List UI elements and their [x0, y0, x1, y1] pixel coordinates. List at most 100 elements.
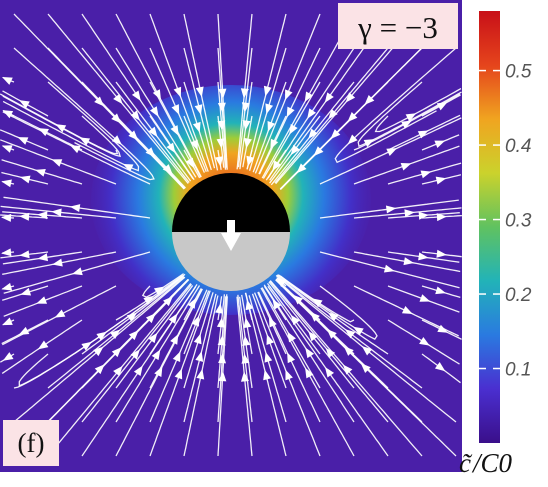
- streamline-arrow-icon: [148, 332, 158, 344]
- streamline-arrow-icon: [436, 213, 447, 222]
- streamline-arrow-icon: [36, 296, 48, 304]
- streamline-arrow-icon: [69, 204, 81, 213]
- streamline-arrow-icon: [170, 333, 179, 345]
- colorbar-tick-label: 0.4: [505, 136, 531, 157]
- streamline-arrow-icon: [18, 326, 30, 336]
- streamline-arrow-icon: [190, 139, 198, 151]
- streamline-arrow-icon: [111, 135, 122, 145]
- particle-top-half: [172, 173, 290, 232]
- streamline-arrow-icon: [242, 335, 251, 346]
- streamline-arrow-icon: [149, 106, 159, 117]
- streamline-arrow-icon: [285, 369, 293, 381]
- streamline-arrow-icon: [37, 211, 48, 220]
- streamline-arrow-icon: [417, 130, 429, 139]
- streamline-arrow-icon: [265, 103, 274, 115]
- streamline-arrow-icon: [194, 104, 203, 115]
- streamline-arrow-icon: [243, 317, 252, 329]
- streamline-arrow-icon: [151, 349, 161, 361]
- streamline-arrow-icon: [191, 315, 199, 327]
- streamline-arrow-icon: [113, 93, 123, 105]
- streamline-arrow-icon: [308, 128, 318, 139]
- streamline-arrow-icon: [418, 252, 429, 261]
- streamline-arrow-icon: [143, 295, 154, 305]
- streamline-arrow-icon: [437, 324, 449, 333]
- streamline-arrow-icon: [325, 347, 336, 358]
- swim-direction-arrow-icon: [221, 220, 241, 251]
- streamline-arrow-icon: [312, 298, 323, 308]
- streamline-arrow-icon: [1, 179, 12, 188]
- streamline-arrow-icon: [266, 334, 275, 346]
- streamline-arrow-icon: [347, 134, 358, 145]
- streamline-arrow-icon: [286, 106, 295, 118]
- streamline-arrow-icon: [419, 294, 431, 302]
- streamline-arrow-icon: [163, 296, 173, 307]
- streamline-arrow-icon: [403, 257, 415, 266]
- streamline-arrow-icon: [263, 369, 271, 381]
- streamline-arrow-icon: [173, 86, 182, 98]
- streamline-arrow-icon: [19, 175, 31, 184]
- streamline-arrow-icon: [325, 367, 335, 378]
- streamline-arrow-icon: [19, 250, 30, 259]
- parameter-label: γ = −3: [357, 10, 438, 45]
- streamline-arrow-icon: [345, 92, 356, 103]
- streamline-arrow-icon: [148, 126, 158, 138]
- streamline-arrow-icon: [19, 100, 30, 109]
- colorbar: 0.1 0.2 0.3 0.4 0.5 c̃/C0: [459, 11, 532, 478]
- streamline-arrow-icon: [35, 168, 46, 177]
- streamline-arrow-icon: [435, 286, 446, 295]
- streamline-arrow-icon: [145, 147, 156, 158]
- streamline-arrow-icon: [292, 294, 304, 305]
- colorbar-label: c̃/C0: [459, 448, 513, 478]
- streamline-arrow-icon: [195, 351, 204, 362]
- streamline-arrow-icon: [434, 362, 446, 372]
- streamline-arrow-icon: [81, 341, 92, 351]
- streamline-arrow-icon: [276, 277, 287, 287]
- streamline-arrow-icon: [324, 92, 334, 103]
- panel-label: (f): [18, 428, 45, 458]
- streamline-arrow-icon: [242, 120, 251, 131]
- colorbar-label-denominator: C0: [481, 448, 513, 478]
- streamline-arrow-icon: [19, 212, 30, 221]
- field-panel: γ = −3 (f): [0, 0, 462, 472]
- streamline-arrow-icon: [51, 159, 63, 167]
- streamline-arrow-icon: [418, 211, 429, 220]
- streamline-arrow-icon: [126, 312, 138, 322]
- streamline-arrow-icon: [385, 205, 397, 214]
- streamline-arrow-icon: [130, 349, 140, 360]
- streamline-arrow-icon: [327, 312, 339, 322]
- streamline-arrow-icon: [405, 113, 417, 122]
- colorbar-ramp: [479, 11, 500, 443]
- parameter-label-box: γ = −3: [338, 3, 458, 49]
- streamline-arrow-icon: [364, 94, 375, 105]
- streamline-arrow-icon: [55, 124, 67, 133]
- streamline-arrow-icon: [285, 89, 293, 101]
- streamline-arrow-icon: [305, 347, 315, 359]
- streamline-arrow-icon: [17, 137, 29, 145]
- streamline-arrow-icon: [196, 368, 205, 380]
- streamline-arrow-icon: [153, 286, 165, 296]
- streamline-arrow-icon: [344, 329, 356, 339]
- streamline-arrow-icon: [361, 346, 373, 356]
- panel-label-box: (f): [3, 420, 59, 466]
- streamline-arrow-icon: [434, 140, 446, 149]
- streamline-arrow-icon: [133, 365, 143, 377]
- streamline-arrow-icon: [263, 85, 272, 97]
- colorbar-tick-label: 0.1: [505, 360, 531, 381]
- streamline-arrow-icon: [122, 163, 134, 172]
- colorbar-ticks: 0.1 0.2 0.3 0.4 0.5: [479, 62, 532, 381]
- janus-particle: [172, 173, 290, 291]
- streamline-arrow-icon: [215, 156, 224, 167]
- streamline-arrow-icon: [187, 298, 196, 309]
- streamline-arrow-icon: [166, 142, 176, 154]
- colorbar-tick-label: 0.5: [505, 62, 532, 83]
- streamline-arrow-icon: [128, 130, 139, 141]
- streamline-arrow-icon: [113, 365, 123, 377]
- streamline-arrow-icon: [171, 104, 180, 115]
- streamline-arrow-icon: [162, 164, 173, 175]
- streamline-arrow-icon: [172, 351, 181, 363]
- streamline-arrow-icon: [79, 137, 91, 146]
- streamline-arrow-icon: [401, 120, 412, 129]
- streamline-arrow-icon: [193, 333, 202, 345]
- streamline-arrow-icon: [419, 337, 430, 346]
